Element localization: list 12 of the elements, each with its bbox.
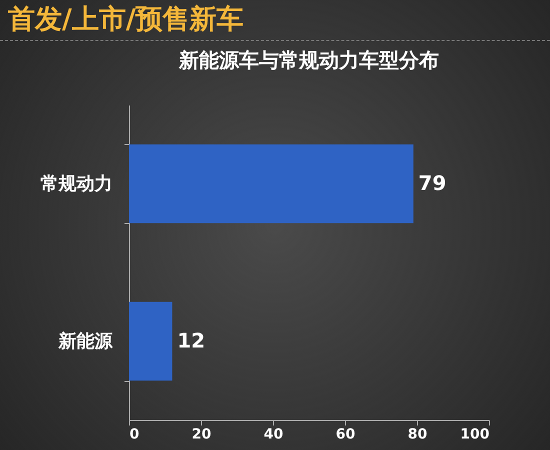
chart-subtitle: 新能源车与常规动力车型分布 bbox=[178, 48, 439, 72]
x-tick-label: 40 bbox=[264, 426, 284, 442]
data-label: 79 bbox=[418, 170, 446, 195]
data-label: 12 bbox=[177, 328, 206, 352]
y-tick-label: 常规动力 bbox=[40, 173, 112, 194]
x-tick-label: 100 bbox=[460, 426, 490, 442]
chart-title: 首发/上市/预售新车 bbox=[0, 0, 550, 41]
x-tick-label: 0 bbox=[130, 426, 140, 442]
x-tick-label: 80 bbox=[408, 426, 428, 442]
x-tick-label: 60 bbox=[336, 426, 356, 442]
y-tick-label: 新能源 bbox=[58, 330, 114, 352]
x-tick-label: 20 bbox=[192, 426, 212, 442]
